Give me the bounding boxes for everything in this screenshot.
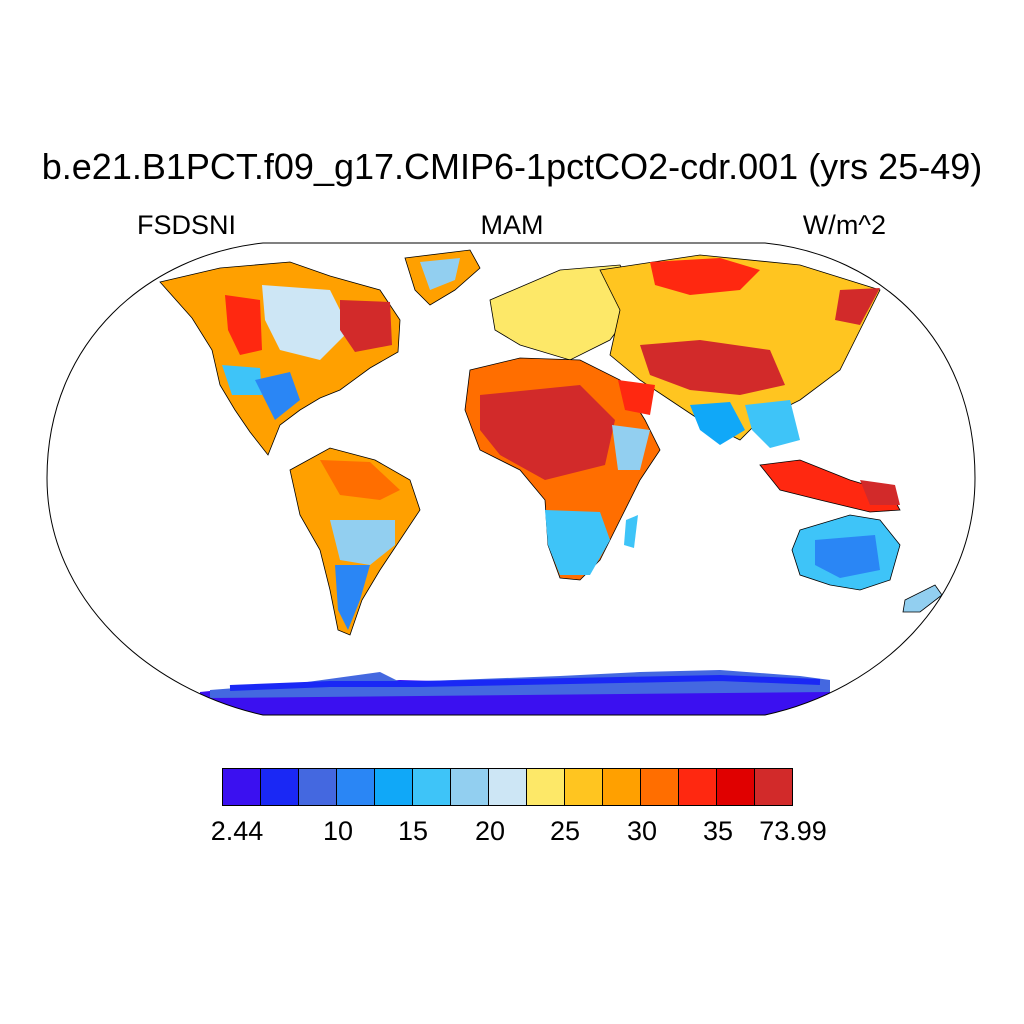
colorbar-box (717, 769, 755, 805)
units-label: W/m^2 (802, 210, 886, 240)
colorbar-tick-label: 25 (549, 816, 581, 846)
colorbar-tick-label: 10 (322, 816, 354, 846)
variable-label: FSDSNI (137, 210, 237, 240)
colorbar-tick-label: 35 (702, 816, 734, 846)
indonesia (759, 459, 901, 513)
colorbar-box (527, 769, 565, 805)
europe (489, 264, 641, 361)
colorbar-box (489, 769, 527, 805)
colorbar-box (261, 769, 299, 805)
colorbar (222, 768, 793, 806)
colorbar-tick-label: 20 (474, 816, 506, 846)
colorbar-tick-label: 73.99 (759, 816, 827, 846)
new-zealand (902, 584, 943, 613)
map-title: b.e21.B1PCT.f09_g17.CMIP6-1pctCO2-cdr.00… (41, 146, 983, 187)
colorbar-box (641, 769, 679, 805)
colorbar-tick-label: 2.44 (210, 816, 264, 846)
colorbar-box (223, 769, 261, 805)
colorbar-box (603, 769, 641, 805)
season-label: MAM (480, 210, 544, 240)
colorbar-box (679, 769, 717, 805)
colorbar-tick-label: 15 (397, 816, 429, 846)
colorbar-box (413, 769, 451, 805)
colorbar-box (299, 769, 337, 805)
colorbar-box (375, 769, 413, 805)
colorbar-box (755, 769, 792, 805)
colorbar-box (337, 769, 375, 805)
globe-outline (46, 242, 976, 716)
colorbar-tick-label: 30 (626, 816, 658, 846)
colorbar-box (451, 769, 489, 805)
colorbar-box (565, 769, 603, 805)
